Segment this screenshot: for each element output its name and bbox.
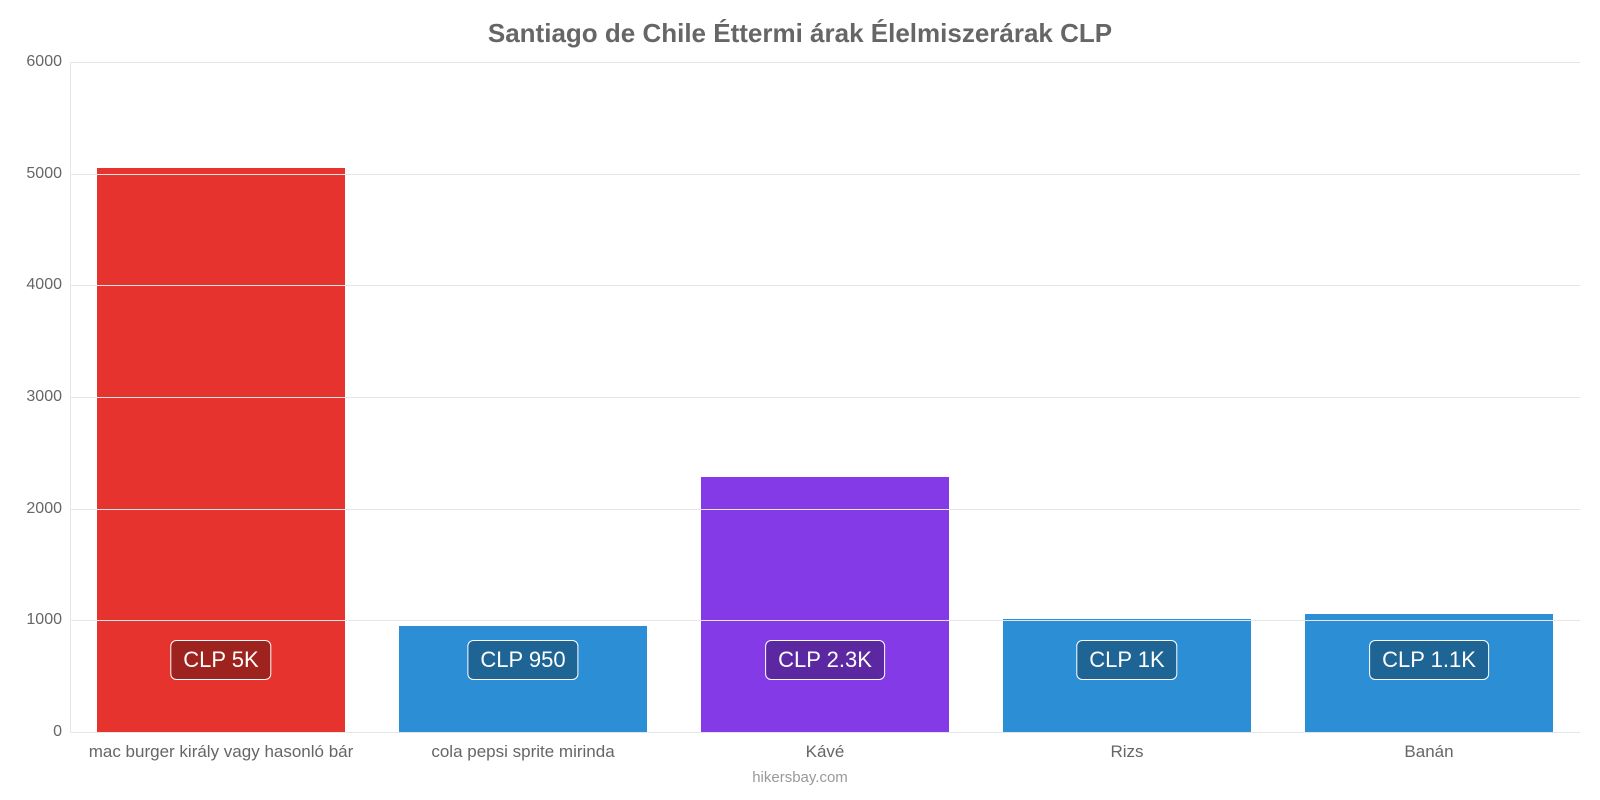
bar xyxy=(701,477,949,732)
gridline xyxy=(70,174,1580,175)
gridline xyxy=(70,62,1580,63)
y-tick-label: 3000 xyxy=(26,388,70,406)
y-tick-label: 4000 xyxy=(26,276,70,294)
gridline xyxy=(70,620,1580,621)
chart-title: Santiago de Chile Éttermi árak Élelmisze… xyxy=(0,0,1600,49)
x-tick-label: Kávé xyxy=(806,732,845,762)
plot-area: CLP 5Kmac burger király vagy hasonló bár… xyxy=(70,62,1580,732)
y-tick-label: 6000 xyxy=(26,53,70,71)
gridline xyxy=(70,285,1580,286)
y-tick-label: 0 xyxy=(53,723,70,741)
value-badge: CLP 1K xyxy=(1076,640,1177,680)
y-tick-label: 5000 xyxy=(26,165,70,183)
x-tick-label: Rizs xyxy=(1110,732,1143,762)
y-tick-label: 1000 xyxy=(26,611,70,629)
value-badge: CLP 2.3K xyxy=(765,640,885,680)
y-tick-label: 2000 xyxy=(26,500,70,518)
value-badge: CLP 1.1K xyxy=(1369,640,1489,680)
x-tick-label: cola pepsi sprite mirinda xyxy=(431,732,614,762)
gridline xyxy=(70,732,1580,733)
x-tick-label: mac burger király vagy hasonló bár xyxy=(89,732,354,762)
x-tick-label: Banán xyxy=(1404,732,1453,762)
footer-credit: hikersbay.com xyxy=(752,769,848,786)
value-badge: CLP 5K xyxy=(170,640,271,680)
gridline xyxy=(70,509,1580,510)
value-badge: CLP 950 xyxy=(467,640,578,680)
gridline xyxy=(70,397,1580,398)
